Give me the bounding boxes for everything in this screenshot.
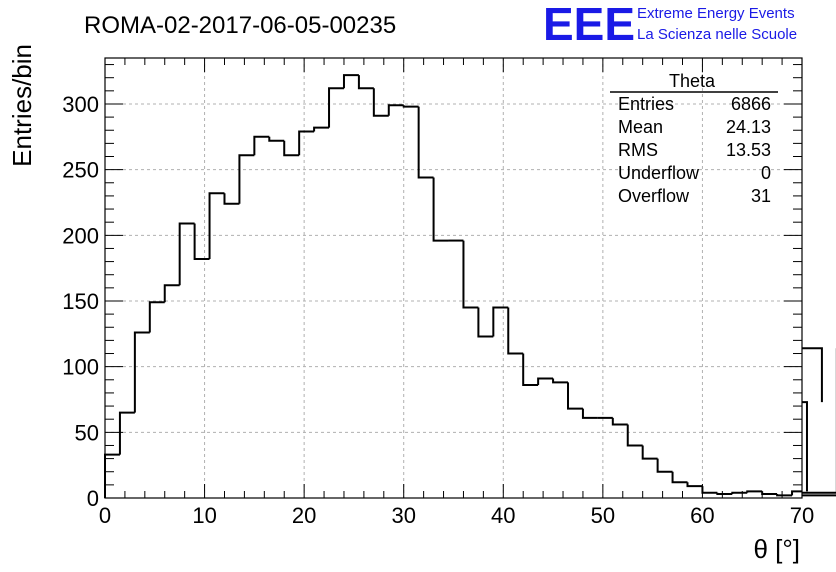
grid <box>105 58 802 498</box>
histogram-bin <box>802 347 823 403</box>
histogram-bin <box>686 482 703 488</box>
histogram-bin <box>802 494 836 497</box>
stats-row-label: Overflow <box>618 186 690 206</box>
tick-labels: 0 10 20 30 40 50 60 70 0 50 100 150 200 250 300 <box>62 92 814 528</box>
histogram-bin <box>802 348 836 494</box>
plot-frame <box>104 57 803 499</box>
histogram-bin <box>477 307 494 338</box>
stats-box-title: Theta <box>669 71 716 91</box>
histogram <box>104 74 836 498</box>
histogram-bin <box>611 417 628 426</box>
histogram-bin <box>802 401 808 492</box>
histogram-bin <box>268 136 285 142</box>
histogram-bin <box>761 491 778 496</box>
y-tick-label: 200 <box>62 223 99 248</box>
y-tick-label: 250 <box>62 158 99 183</box>
y-tick-label: 0 <box>87 486 99 511</box>
histogram-bin <box>537 377 554 386</box>
stats-box-rows: Entries 6866 Mean 24.13 RMS 13.53 Underflow 0 Ov… <box>618 94 771 206</box>
histogram-bin <box>193 223 210 260</box>
histogram-bin <box>567 382 583 410</box>
stats-row-value: 24.13 <box>726 117 771 137</box>
y-tick-label: 150 <box>62 289 99 314</box>
x-tick-label: 10 <box>192 503 216 528</box>
histogram-bin <box>656 458 673 473</box>
histogram-bin <box>298 130 315 156</box>
histogram-bin <box>716 492 733 496</box>
histogram-bin <box>387 104 404 116</box>
histogram-bin <box>626 424 643 447</box>
histogram-bin <box>238 154 255 204</box>
eee-logo-line2: La Scienza nelle Scuole <box>637 26 797 43</box>
histogram-bin <box>402 105 419 108</box>
chart-title: ROMA-02-2017-06-05-00235 <box>84 12 396 39</box>
eee-logo-line1: Extreme Energy Events <box>637 5 795 22</box>
histogram-bin <box>208 192 225 259</box>
histogram-bin <box>492 306 509 337</box>
histogram-bin <box>178 222 195 286</box>
histogram-bin <box>776 494 793 497</box>
histogram-bin <box>791 490 802 496</box>
stats-row-label: RMS <box>618 140 658 160</box>
histogram-bin <box>372 88 389 117</box>
histogram-bin <box>746 490 763 493</box>
x-tick-label: 40 <box>491 503 515 528</box>
y-tick-label: 100 <box>62 355 99 380</box>
y-axis-label: Entries/bin <box>7 44 37 167</box>
histogram-bin <box>671 471 688 484</box>
histogram-bin <box>731 491 748 495</box>
histogram-bin <box>581 408 598 419</box>
x-axis-label: θ [°] <box>753 534 800 564</box>
histogram-bin <box>417 106 434 179</box>
axis-ticks <box>104 58 803 499</box>
histogram-bin <box>104 453 120 498</box>
histogram-bin <box>357 75 374 90</box>
x-tick-label: 20 <box>292 503 316 528</box>
histogram-bin <box>118 411 135 455</box>
x-tick-label: 30 <box>391 503 415 528</box>
x-tick-label: 60 <box>690 503 714 528</box>
histogram-bin <box>313 126 330 132</box>
histogram-bin <box>163 284 180 303</box>
stats-row-label: Underflow <box>618 163 700 183</box>
histogram-bin <box>328 87 344 128</box>
histogram-bin <box>253 135 270 156</box>
histogram-bin <box>342 74 359 89</box>
histogram-bin <box>462 240 479 309</box>
eee-logo: EEE Extreme Energy Events La Scienza nel… <box>543 0 797 50</box>
eee-logo-mark: EEE <box>543 0 635 50</box>
stats-row-value: 13.53 <box>726 140 771 160</box>
stats-box: Theta Entries 6866 Mean 24.13 RMS 13.53 Underf… <box>610 71 778 206</box>
y-tick-label: 300 <box>62 92 99 117</box>
histogram-bin <box>133 331 150 413</box>
histogram-bin <box>552 378 569 384</box>
y-tick-label: 50 <box>75 420 99 445</box>
histogram-bin <box>283 140 300 157</box>
stats-row-value: 0 <box>761 163 771 183</box>
histogram-bin <box>522 353 539 387</box>
histogram-bin <box>223 193 240 205</box>
stats-row-value: 31 <box>751 186 771 206</box>
histogram-bin <box>432 177 449 242</box>
histogram-bin <box>641 445 658 460</box>
stats-row-label: Entries <box>618 94 674 114</box>
histogram-bin <box>701 486 718 494</box>
histogram-bin <box>507 307 524 355</box>
stats-row-value: 6866 <box>731 94 771 114</box>
histogram-bin <box>148 301 165 333</box>
x-tick-label: 50 <box>591 503 615 528</box>
x-tick-label: 0 <box>99 503 111 528</box>
x-tick-label: 70 <box>790 503 814 528</box>
stats-row-label: Mean <box>618 117 663 137</box>
